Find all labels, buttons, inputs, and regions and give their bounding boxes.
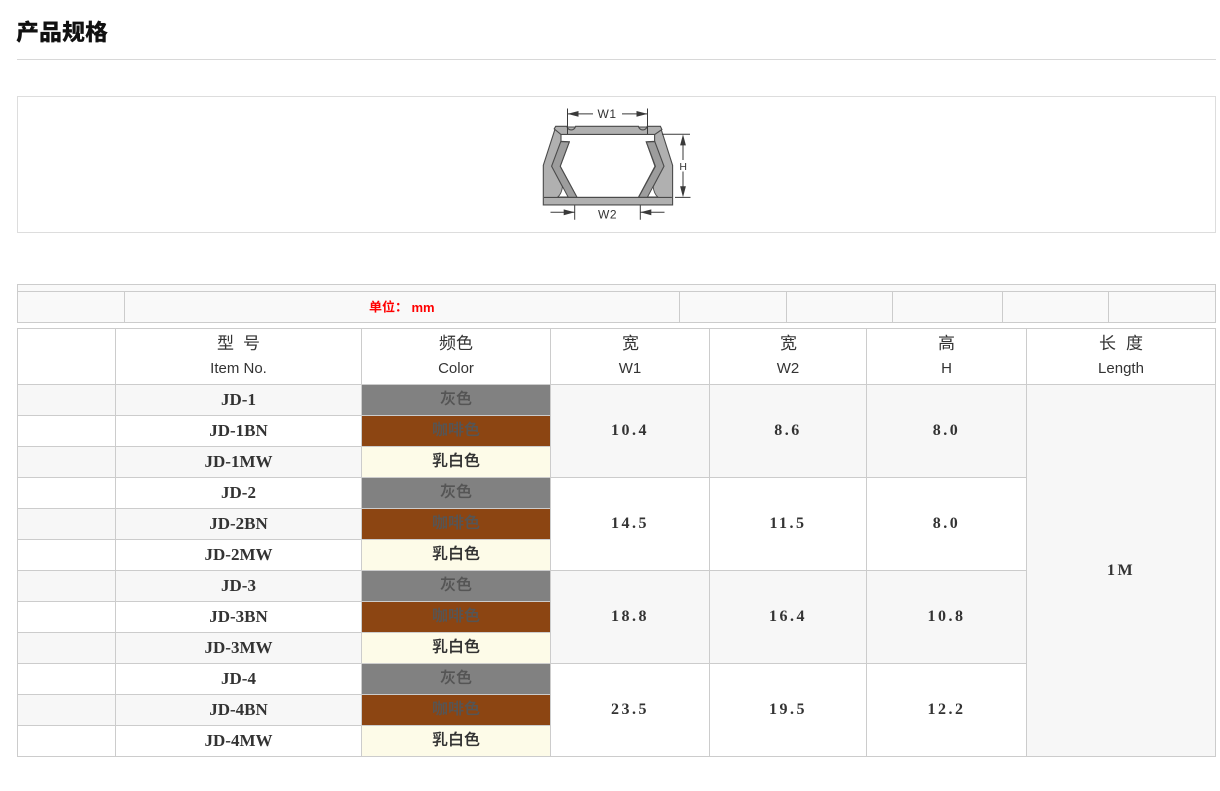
svg-text:H: H (679, 161, 687, 173)
svg-text:W2: W2 (598, 208, 617, 222)
svg-text:W1: W1 (598, 107, 617, 121)
